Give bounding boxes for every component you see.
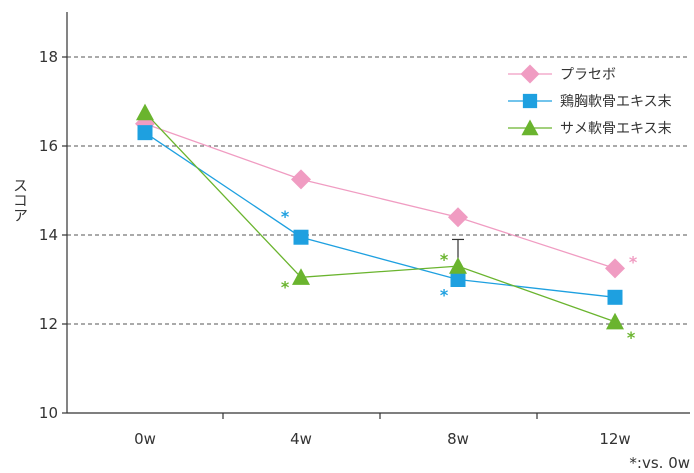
legend-label: サメ軟骨エキス末: [560, 121, 672, 137]
significance-asterisk: *: [281, 277, 290, 296]
y-tick-label: 16: [39, 137, 58, 155]
legend-marker: [521, 119, 539, 136]
legend-label: プラセボ: [560, 67, 616, 83]
x-tick-label: 4w: [290, 430, 312, 448]
data-point: [293, 229, 309, 245]
significance-asterisk: *: [440, 286, 449, 305]
footnote: *:vs. 0w: [629, 454, 690, 472]
significance-asterisk: *: [281, 207, 290, 226]
legend-marker: [522, 93, 538, 109]
significance-asterisk: *: [440, 250, 449, 269]
x-tick-label: 8w: [447, 430, 469, 448]
data-point: [449, 257, 467, 274]
significance-asterisk: *: [629, 252, 638, 271]
y-axis-label: スコア: [11, 178, 29, 223]
series-line: [144, 123, 616, 269]
data-point: [606, 312, 624, 330]
data-point: [136, 103, 154, 121]
x-tick-label: 12w: [599, 430, 630, 448]
x-ticks: 0w 4w 8w 12w: [134, 413, 631, 448]
significance-asterisk: *: [627, 328, 636, 347]
y-tick-label: 12: [39, 315, 58, 333]
axes: [66, 12, 690, 414]
legend-marker: [520, 64, 540, 84]
data-point: [605, 258, 625, 279]
data-point: [448, 207, 468, 228]
series-line: [144, 132, 616, 298]
x-tick-label: 0w: [134, 430, 156, 448]
y-ticks: 10 12 14 16 18: [39, 48, 67, 422]
significance-markers: * * * * * *: [281, 207, 638, 347]
gridlines: [67, 56, 690, 325]
series: [135, 103, 625, 330]
data-point: [607, 289, 623, 305]
legend-label: 鶏胸軟骨エキス末: [560, 94, 672, 110]
data-point: [291, 169, 311, 190]
y-tick-label: 10: [39, 404, 58, 422]
series-line: [144, 112, 616, 323]
data-point: [292, 268, 310, 285]
y-tick-label: 14: [39, 226, 58, 244]
data-point: [450, 272, 466, 287]
y-tick-label: 18: [39, 48, 58, 66]
data-point: [137, 125, 153, 141]
